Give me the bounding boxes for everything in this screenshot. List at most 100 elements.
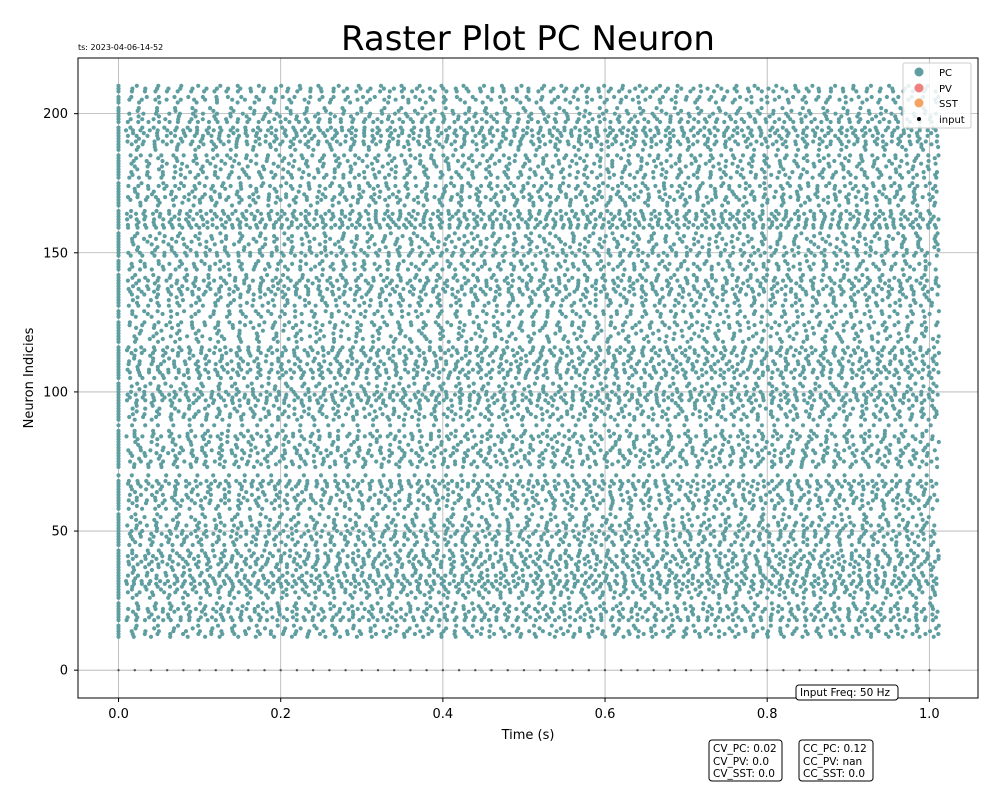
spike-point — [431, 567, 437, 573]
spike-point — [526, 534, 532, 539]
spike-point — [882, 570, 887, 575]
spike-point — [835, 551, 840, 556]
spike-point — [266, 481, 271, 486]
spike-point — [199, 423, 205, 428]
spike-point — [375, 601, 380, 606]
spike-point — [769, 409, 774, 414]
spike-point — [158, 579, 163, 584]
spike-point — [802, 554, 807, 559]
spike-point — [755, 412, 760, 417]
spike-point — [778, 495, 783, 500]
spike-point — [865, 559, 870, 564]
spike-point — [592, 459, 598, 464]
spike-point — [176, 606, 181, 612]
spike-point — [402, 451, 407, 456]
spike-point — [865, 601, 870, 606]
spike-point — [116, 601, 121, 606]
spike-point — [459, 487, 464, 492]
spike-point — [222, 523, 227, 528]
spike-point — [417, 398, 422, 403]
spike-point — [726, 548, 732, 553]
spike-point — [501, 412, 506, 417]
spike-point — [925, 442, 931, 447]
spike-point — [729, 579, 734, 584]
spike-point — [473, 581, 478, 587]
spike-point — [911, 453, 916, 458]
spike-point — [500, 478, 505, 484]
spike-point — [516, 626, 521, 631]
spike-point — [826, 481, 831, 486]
spike-point — [337, 634, 343, 639]
spike-point — [154, 581, 159, 587]
spike-point — [183, 629, 189, 634]
spike-point — [674, 606, 680, 612]
spike-point — [877, 528, 882, 534]
spike-point — [469, 573, 474, 578]
spike-point — [698, 528, 703, 534]
spike-point — [780, 517, 785, 523]
spike-point — [336, 551, 341, 556]
spike-point — [317, 434, 322, 439]
spike-point — [504, 606, 510, 612]
spike-point — [262, 456, 268, 461]
spike-point — [253, 445, 258, 450]
spike-point — [788, 567, 793, 573]
spike-point — [533, 498, 538, 503]
spike-point — [476, 451, 481, 456]
spike-point — [370, 531, 376, 536]
spike-point — [693, 565, 698, 570]
spike-point — [740, 548, 745, 553]
spike-point — [264, 618, 270, 623]
spike-point — [567, 606, 573, 612]
spike-point — [770, 590, 775, 595]
spike-point — [682, 540, 688, 545]
spike-point — [760, 456, 766, 461]
spike-point — [928, 495, 933, 500]
spike-point — [828, 618, 834, 623]
spike-point — [474, 629, 479, 634]
spike-point — [472, 534, 477, 539]
spike-point — [480, 528, 485, 534]
spike-point — [589, 428, 594, 433]
spike-point — [731, 414, 737, 420]
spike-point — [903, 428, 908, 433]
spike-point — [237, 403, 242, 408]
spike-point — [604, 451, 610, 456]
spike-point — [725, 615, 731, 620]
spike-point — [388, 626, 393, 631]
spike-point — [723, 417, 728, 422]
spike-point — [130, 423, 135, 428]
spike-point — [441, 629, 446, 634]
spike-point — [719, 565, 724, 570]
spike-point — [244, 556, 249, 562]
spike-point — [614, 473, 619, 478]
spike-point — [699, 389, 704, 394]
spike-point — [411, 615, 416, 620]
spike-point — [546, 400, 551, 406]
spike-point — [600, 629, 606, 634]
spike-point — [612, 417, 617, 422]
spike-point — [331, 604, 337, 609]
spike-point — [753, 554, 758, 559]
spike-point — [910, 592, 915, 598]
spike-point — [909, 562, 914, 567]
spike-point — [488, 484, 493, 489]
spike-point — [495, 495, 500, 500]
spike-point — [787, 478, 793, 484]
spike-point — [260, 554, 265, 559]
spike-point — [582, 556, 587, 562]
spike-point — [450, 551, 455, 556]
spike-point — [743, 451, 748, 456]
spike-point — [702, 395, 707, 400]
spike-point — [840, 565, 846, 570]
spike-point — [613, 531, 618, 536]
spike-point — [244, 606, 249, 612]
spike-point — [925, 451, 930, 456]
spike-point — [778, 556, 783, 562]
spike-point — [758, 495, 763, 500]
spike-point — [539, 515, 544, 520]
spike-point — [558, 537, 563, 542]
spike-point — [458, 387, 463, 392]
spike-point — [842, 448, 847, 453]
spike-point — [371, 515, 376, 520]
